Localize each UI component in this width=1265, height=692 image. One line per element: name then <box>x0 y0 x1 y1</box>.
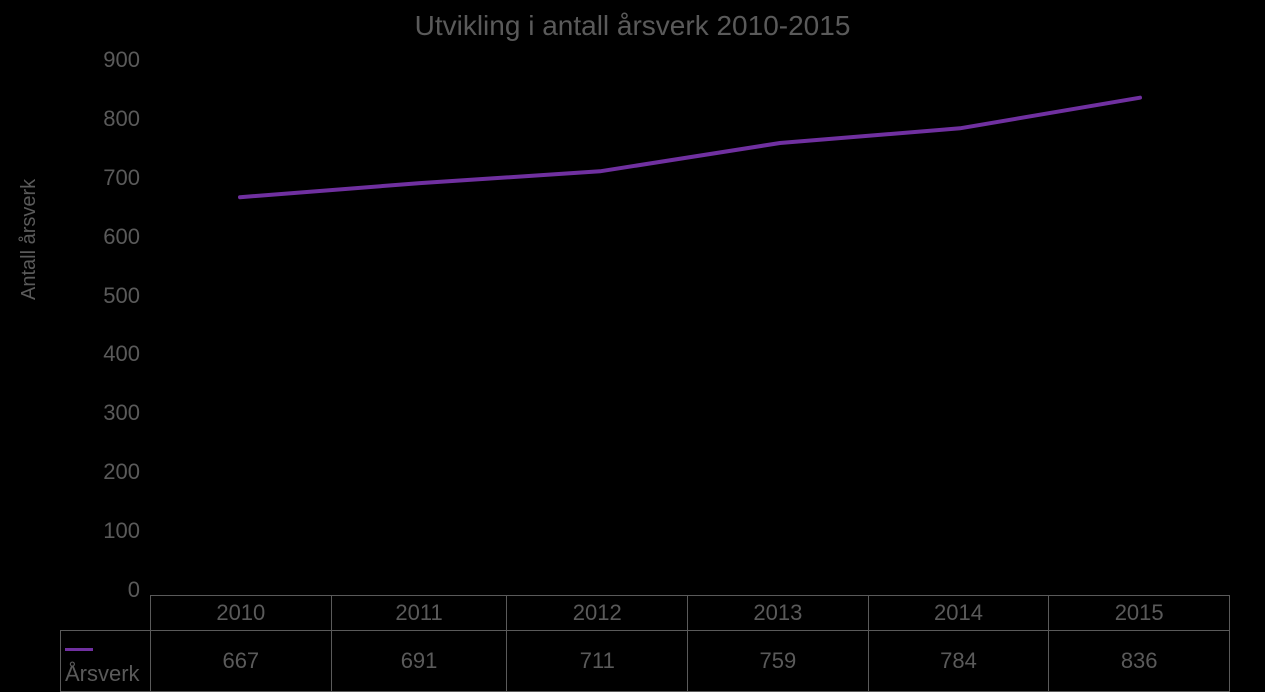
table-value-cell: 836 <box>1049 631 1230 692</box>
table-corner-cell <box>61 596 151 631</box>
table-value-cell: 667 <box>151 631 332 692</box>
y-tick-label: 700 <box>80 165 140 191</box>
y-tick-label: 800 <box>80 106 140 132</box>
y-axis-label: Antall årsverk <box>18 179 41 300</box>
table-year-cell: 2011 <box>331 596 507 631</box>
table-year-cell: 2014 <box>868 596 1049 631</box>
chart-container: Utvikling i antall årsverk 2010-2015 Ant… <box>0 0 1265 686</box>
chart-title: Utvikling i antall årsverk 2010-2015 <box>0 10 1265 42</box>
y-tick-label: 300 <box>80 400 140 426</box>
y-tick-label: 500 <box>80 283 140 309</box>
table-year-cell: 2015 <box>1049 596 1230 631</box>
table-year-cell: 2012 <box>507 596 688 631</box>
series-line <box>240 98 1140 198</box>
legend-cell: Årsverk <box>61 631 151 692</box>
y-tick-label: 600 <box>80 224 140 250</box>
y-tick-label: 100 <box>80 518 140 544</box>
table-data-row: Årsverk 667691711759784836 <box>61 631 1230 692</box>
y-tick-label: 400 <box>80 341 140 367</box>
table-year-cell: 2010 <box>151 596 332 631</box>
table-value-cell: 784 <box>868 631 1049 692</box>
y-tick-label: 200 <box>80 459 140 485</box>
data-table: 201020112012201320142015 Årsverk 667691711… <box>60 595 1230 692</box>
y-tick-label: 900 <box>80 47 140 73</box>
legend-line-icon <box>65 648 93 651</box>
legend-label: Årsverk <box>65 661 140 686</box>
table-value-cell: 759 <box>688 631 869 692</box>
table-value-cell: 711 <box>507 631 688 692</box>
table-year-cell: 2013 <box>688 596 869 631</box>
table-header-row: 201020112012201320142015 <box>61 596 1230 631</box>
table-value-cell: 691 <box>331 631 507 692</box>
plot-area: 0100200300400500600700800900 <box>150 60 1230 590</box>
line-chart-svg <box>150 60 1230 590</box>
